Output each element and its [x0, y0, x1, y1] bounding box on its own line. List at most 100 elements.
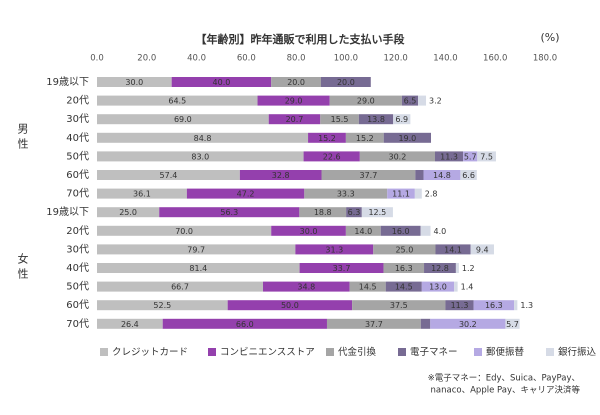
value-label: 6.5 — [404, 97, 417, 106]
x-tick-label: 160.0 — [483, 54, 507, 64]
value-label: 31.3 — [325, 245, 343, 254]
bar-segment — [359, 151, 435, 162]
value-label: 64.5 — [168, 97, 186, 106]
value-label: 79.7 — [187, 245, 205, 254]
value-label: 30.2 — [389, 152, 407, 161]
bar-segment — [308, 132, 346, 143]
value-label: 14.5 — [395, 283, 413, 292]
value-label: 16.3 — [485, 301, 503, 310]
bar-segment — [97, 300, 228, 311]
bar-segment — [385, 281, 422, 292]
value-label: 20.0 — [287, 78, 305, 87]
bar-segment — [97, 170, 240, 180]
value-label: 5.7 — [506, 320, 519, 329]
value-label: 9.4 — [476, 245, 489, 254]
value-label: 14.5 — [359, 283, 377, 292]
legend-swatch — [326, 348, 334, 356]
value-label: 81.4 — [189, 264, 207, 273]
bar-segment — [97, 318, 163, 329]
bar-segment — [445, 300, 474, 311]
value-label: 37.7 — [360, 171, 378, 180]
bar-segment — [505, 318, 520, 329]
value-label: 4.0 — [434, 227, 447, 236]
bar-segment — [345, 132, 384, 143]
bar-segment — [299, 207, 347, 218]
bar-segment — [383, 132, 432, 143]
bar-segment — [97, 151, 304, 162]
bar-segment — [454, 281, 458, 292]
value-label: 13.8 — [367, 115, 385, 124]
bar-segment — [299, 263, 384, 273]
value-label: 16.0 — [392, 227, 410, 236]
bar-segment — [97, 263, 300, 273]
footnote: ※電子マネー：Edy、Suica、PayPay、 — [428, 374, 580, 384]
bar-segment — [271, 225, 346, 236]
value-label: 15.2 — [318, 134, 336, 143]
y-tick-label: 40代 — [66, 262, 89, 274]
value-label: 11.3 — [440, 152, 458, 161]
x-tick-label: 20.0 — [137, 54, 156, 64]
bar-segment — [514, 300, 518, 311]
bar-segment — [418, 95, 427, 106]
bar-segment — [424, 263, 456, 273]
value-label: 52.5 — [153, 301, 171, 310]
value-label: 6.9 — [395, 115, 408, 124]
x-tick-label: 120.0 — [383, 54, 407, 64]
bar-segment — [477, 151, 496, 162]
value-label: 19.0 — [398, 134, 416, 143]
x-tick-label: 100.0 — [334, 54, 358, 64]
value-label: 3.2 — [429, 97, 442, 106]
bar-segment — [97, 225, 272, 236]
bar-segment — [321, 77, 371, 87]
y-tick-label: 40代 — [66, 132, 89, 144]
bar-segment — [97, 77, 172, 87]
bar-segment — [460, 170, 477, 180]
bar-segment — [349, 281, 386, 292]
value-label: 1.2 — [462, 264, 475, 273]
legend-label: 郵便振替 — [486, 346, 525, 358]
value-label: 1.4 — [461, 283, 474, 292]
value-label: 50.0 — [281, 301, 299, 310]
value-label: 47.2 — [237, 190, 255, 199]
bar-segment — [345, 225, 381, 236]
x-tick-label: 0.0 — [90, 54, 104, 64]
y-tick-label: 30代 — [66, 243, 89, 255]
value-label: 11.1 — [392, 190, 410, 199]
bar-segment — [414, 188, 422, 199]
y-tick-label: 20代 — [66, 95, 89, 107]
value-label: 30.0 — [125, 78, 143, 87]
bar-segment — [421, 281, 455, 292]
group-label: 女性 — [16, 252, 29, 283]
bar-segment — [227, 300, 353, 311]
y-tick-label: 19歳以下 — [46, 206, 89, 218]
bar-segment — [387, 188, 415, 199]
y-tick-label: 50代 — [66, 281, 89, 293]
footnote: nanaco、Apple Pay、キャリア決済等 — [431, 385, 581, 396]
value-label: 69.0 — [174, 115, 192, 124]
bar-segment — [97, 132, 309, 143]
value-label: 15.2 — [356, 134, 374, 143]
value-label: 14.0 — [354, 227, 372, 236]
x-tick-label: 40.0 — [187, 54, 206, 64]
bar-segment — [420, 318, 431, 329]
value-label: 2.8 — [425, 190, 438, 199]
bar-segment — [430, 318, 506, 329]
value-label: 12.5 — [368, 208, 386, 217]
legend-label: コンビニエンスストア — [220, 347, 315, 358]
bar-segment — [171, 77, 272, 87]
value-label: 26.4 — [121, 320, 139, 329]
y-tick-label: 19歳以下 — [46, 76, 89, 88]
bar-segment — [380, 225, 421, 236]
legend-swatch — [100, 348, 108, 356]
bar-segment — [473, 300, 515, 311]
value-label: 29.0 — [357, 97, 375, 106]
value-label: 6.6 — [462, 171, 475, 180]
value-label: 37.7 — [365, 320, 383, 329]
value-label: 32.8 — [272, 171, 290, 180]
bar-segment — [423, 170, 461, 180]
value-label: 34.8 — [297, 283, 315, 292]
bar-segment — [97, 95, 258, 106]
x-tick-label: 60.0 — [237, 54, 256, 64]
legend-swatch — [546, 348, 554, 356]
x-tick-label: 180.0 — [533, 54, 557, 64]
